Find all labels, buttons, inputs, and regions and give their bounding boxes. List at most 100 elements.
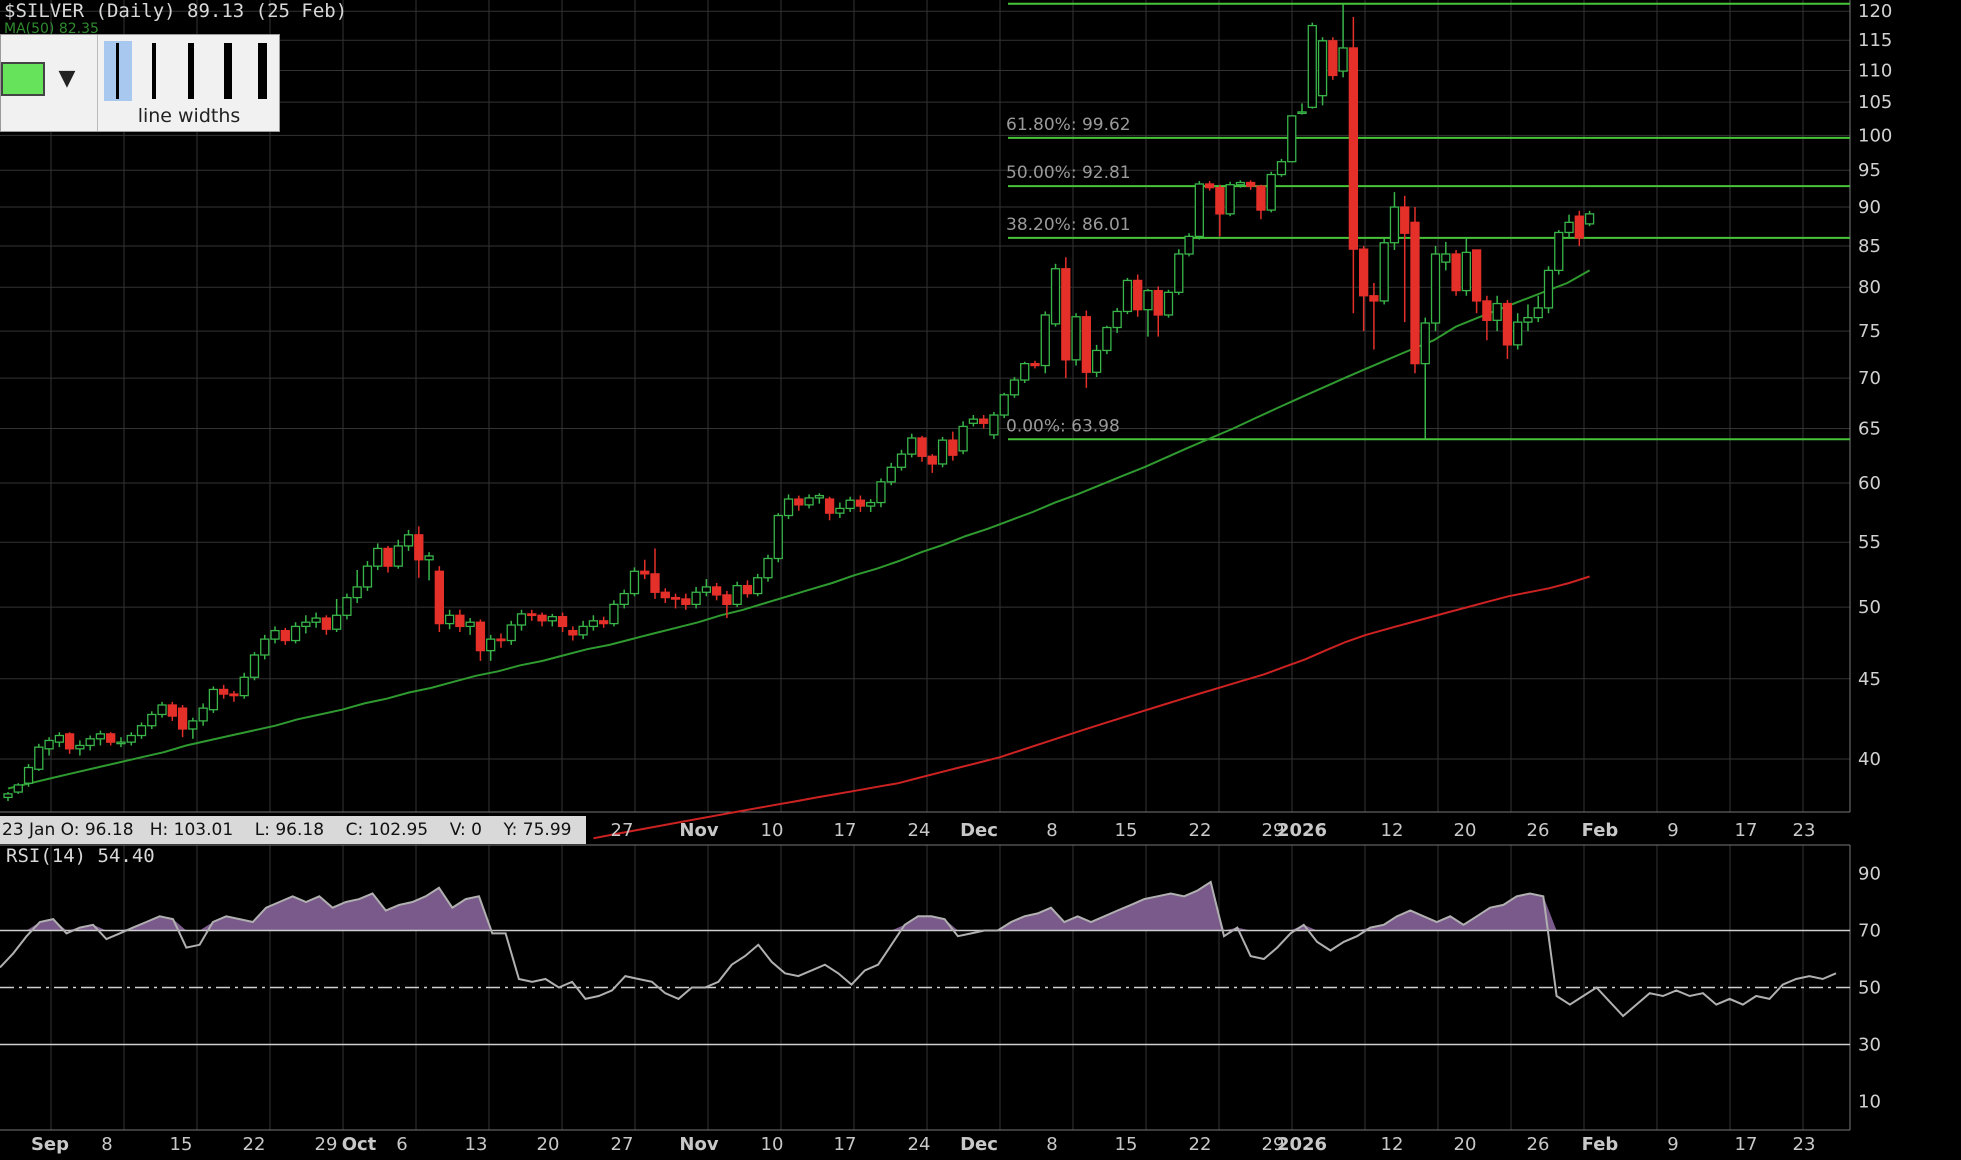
date-tick-label: 15 xyxy=(170,1134,193,1155)
candle xyxy=(1420,317,1430,440)
candle-body xyxy=(1215,187,1225,215)
candle xyxy=(1379,237,1389,305)
candle xyxy=(1451,249,1461,296)
candle-body xyxy=(1523,316,1533,323)
line-width-option-selected[interactable] xyxy=(104,41,132,101)
price-tick-label: 100 xyxy=(1858,125,1892,146)
candle-body xyxy=(1358,248,1369,297)
candle-body xyxy=(1328,40,1338,77)
candle-body xyxy=(1276,161,1287,176)
candle-body xyxy=(486,638,496,652)
candle xyxy=(249,652,260,681)
candle xyxy=(609,600,619,627)
candle xyxy=(1143,288,1153,337)
candle-body xyxy=(1451,253,1461,292)
candle xyxy=(1225,181,1235,217)
candle xyxy=(23,764,34,787)
line-width-option[interactable] xyxy=(258,43,267,99)
candle xyxy=(1266,171,1276,213)
candle xyxy=(1071,313,1081,366)
line-width-option[interactable] xyxy=(152,43,156,99)
candle xyxy=(116,737,126,748)
candle xyxy=(937,436,948,468)
candle xyxy=(588,615,599,631)
candle xyxy=(896,449,907,471)
candle xyxy=(1410,207,1420,374)
date-tick-label: 24 xyxy=(908,820,931,841)
candle-body xyxy=(896,453,907,468)
candle xyxy=(301,615,311,634)
date-tick-label: 15 xyxy=(1115,1134,1138,1155)
line-width-option[interactable] xyxy=(224,43,232,99)
line-style-toolbox[interactable]: ▼ line widths xyxy=(0,34,280,132)
candle xyxy=(1513,313,1523,350)
candle xyxy=(599,616,609,628)
line-widths-picker[interactable]: line widths xyxy=(97,35,280,131)
fib-level-label: 50.00%: 92.81 xyxy=(1006,163,1131,183)
candle xyxy=(1441,241,1451,271)
candle-body xyxy=(1102,326,1112,352)
candle-body xyxy=(670,596,681,600)
candle-body xyxy=(414,534,424,561)
candle xyxy=(1112,307,1122,333)
candle xyxy=(1081,310,1091,388)
candle xyxy=(486,634,496,661)
candle xyxy=(1184,233,1194,257)
candle-body xyxy=(1564,221,1574,234)
candle-body xyxy=(301,621,311,628)
candle xyxy=(260,634,270,660)
candle xyxy=(1482,295,1492,341)
chevron-down-icon[interactable]: ▼ xyxy=(58,66,76,91)
candle xyxy=(547,613,557,627)
candles-series xyxy=(3,3,1595,802)
candle xyxy=(783,494,794,520)
price-tick-label: 55 xyxy=(1858,532,1881,553)
candle-body xyxy=(979,418,989,424)
fib-level-label: 100.00%: 121.34 xyxy=(1006,0,1152,1)
ohlc-readout: 23 Jan O: 96.18 H: 103.01 L: 96.18 C: 10… xyxy=(0,816,586,844)
candle xyxy=(147,711,157,729)
candle-body xyxy=(619,592,629,606)
candle xyxy=(650,548,660,599)
candle-body xyxy=(434,570,444,625)
candle-body xyxy=(886,466,896,483)
date-tick-label: Sep xyxy=(31,1134,69,1155)
candle xyxy=(1358,245,1369,332)
candle xyxy=(516,609,527,631)
candle xyxy=(1328,37,1338,80)
candle-body xyxy=(64,733,75,750)
ma50-line xyxy=(7,269,1591,790)
date-tick-label: 17 xyxy=(834,820,857,841)
color-swatch[interactable] xyxy=(1,62,45,96)
candle xyxy=(64,732,75,754)
price-tick-label: 75 xyxy=(1858,321,1881,342)
candle-body xyxy=(1009,379,1020,396)
candle-body xyxy=(475,621,486,652)
price-tick-label: 90 xyxy=(1858,197,1881,218)
fib-level-label: 38.20%: 86.01 xyxy=(1006,215,1131,235)
candle-body xyxy=(465,621,475,628)
candle-body xyxy=(866,501,876,507)
candle-body xyxy=(496,638,506,642)
line-width-option[interactable] xyxy=(188,43,194,99)
candle xyxy=(1348,16,1359,314)
candle-body xyxy=(1030,362,1040,367)
candle xyxy=(321,615,332,635)
candle-body xyxy=(188,720,198,730)
candle-body xyxy=(1297,111,1307,115)
candle-body xyxy=(1307,24,1317,108)
candle-body xyxy=(331,614,342,630)
candle xyxy=(1502,300,1513,359)
candle xyxy=(1061,257,1071,379)
candle-body xyxy=(763,557,773,579)
candle xyxy=(732,581,742,608)
price-tick-label: 85 xyxy=(1858,236,1881,257)
date-tick-label: Oct xyxy=(342,1134,377,1155)
rsi-legend: RSI(14) 54.40 xyxy=(6,845,155,867)
candle xyxy=(1204,181,1215,191)
candle-body xyxy=(568,629,578,636)
candle-body xyxy=(403,534,414,547)
candle-body xyxy=(1389,206,1400,244)
candle xyxy=(75,740,85,756)
